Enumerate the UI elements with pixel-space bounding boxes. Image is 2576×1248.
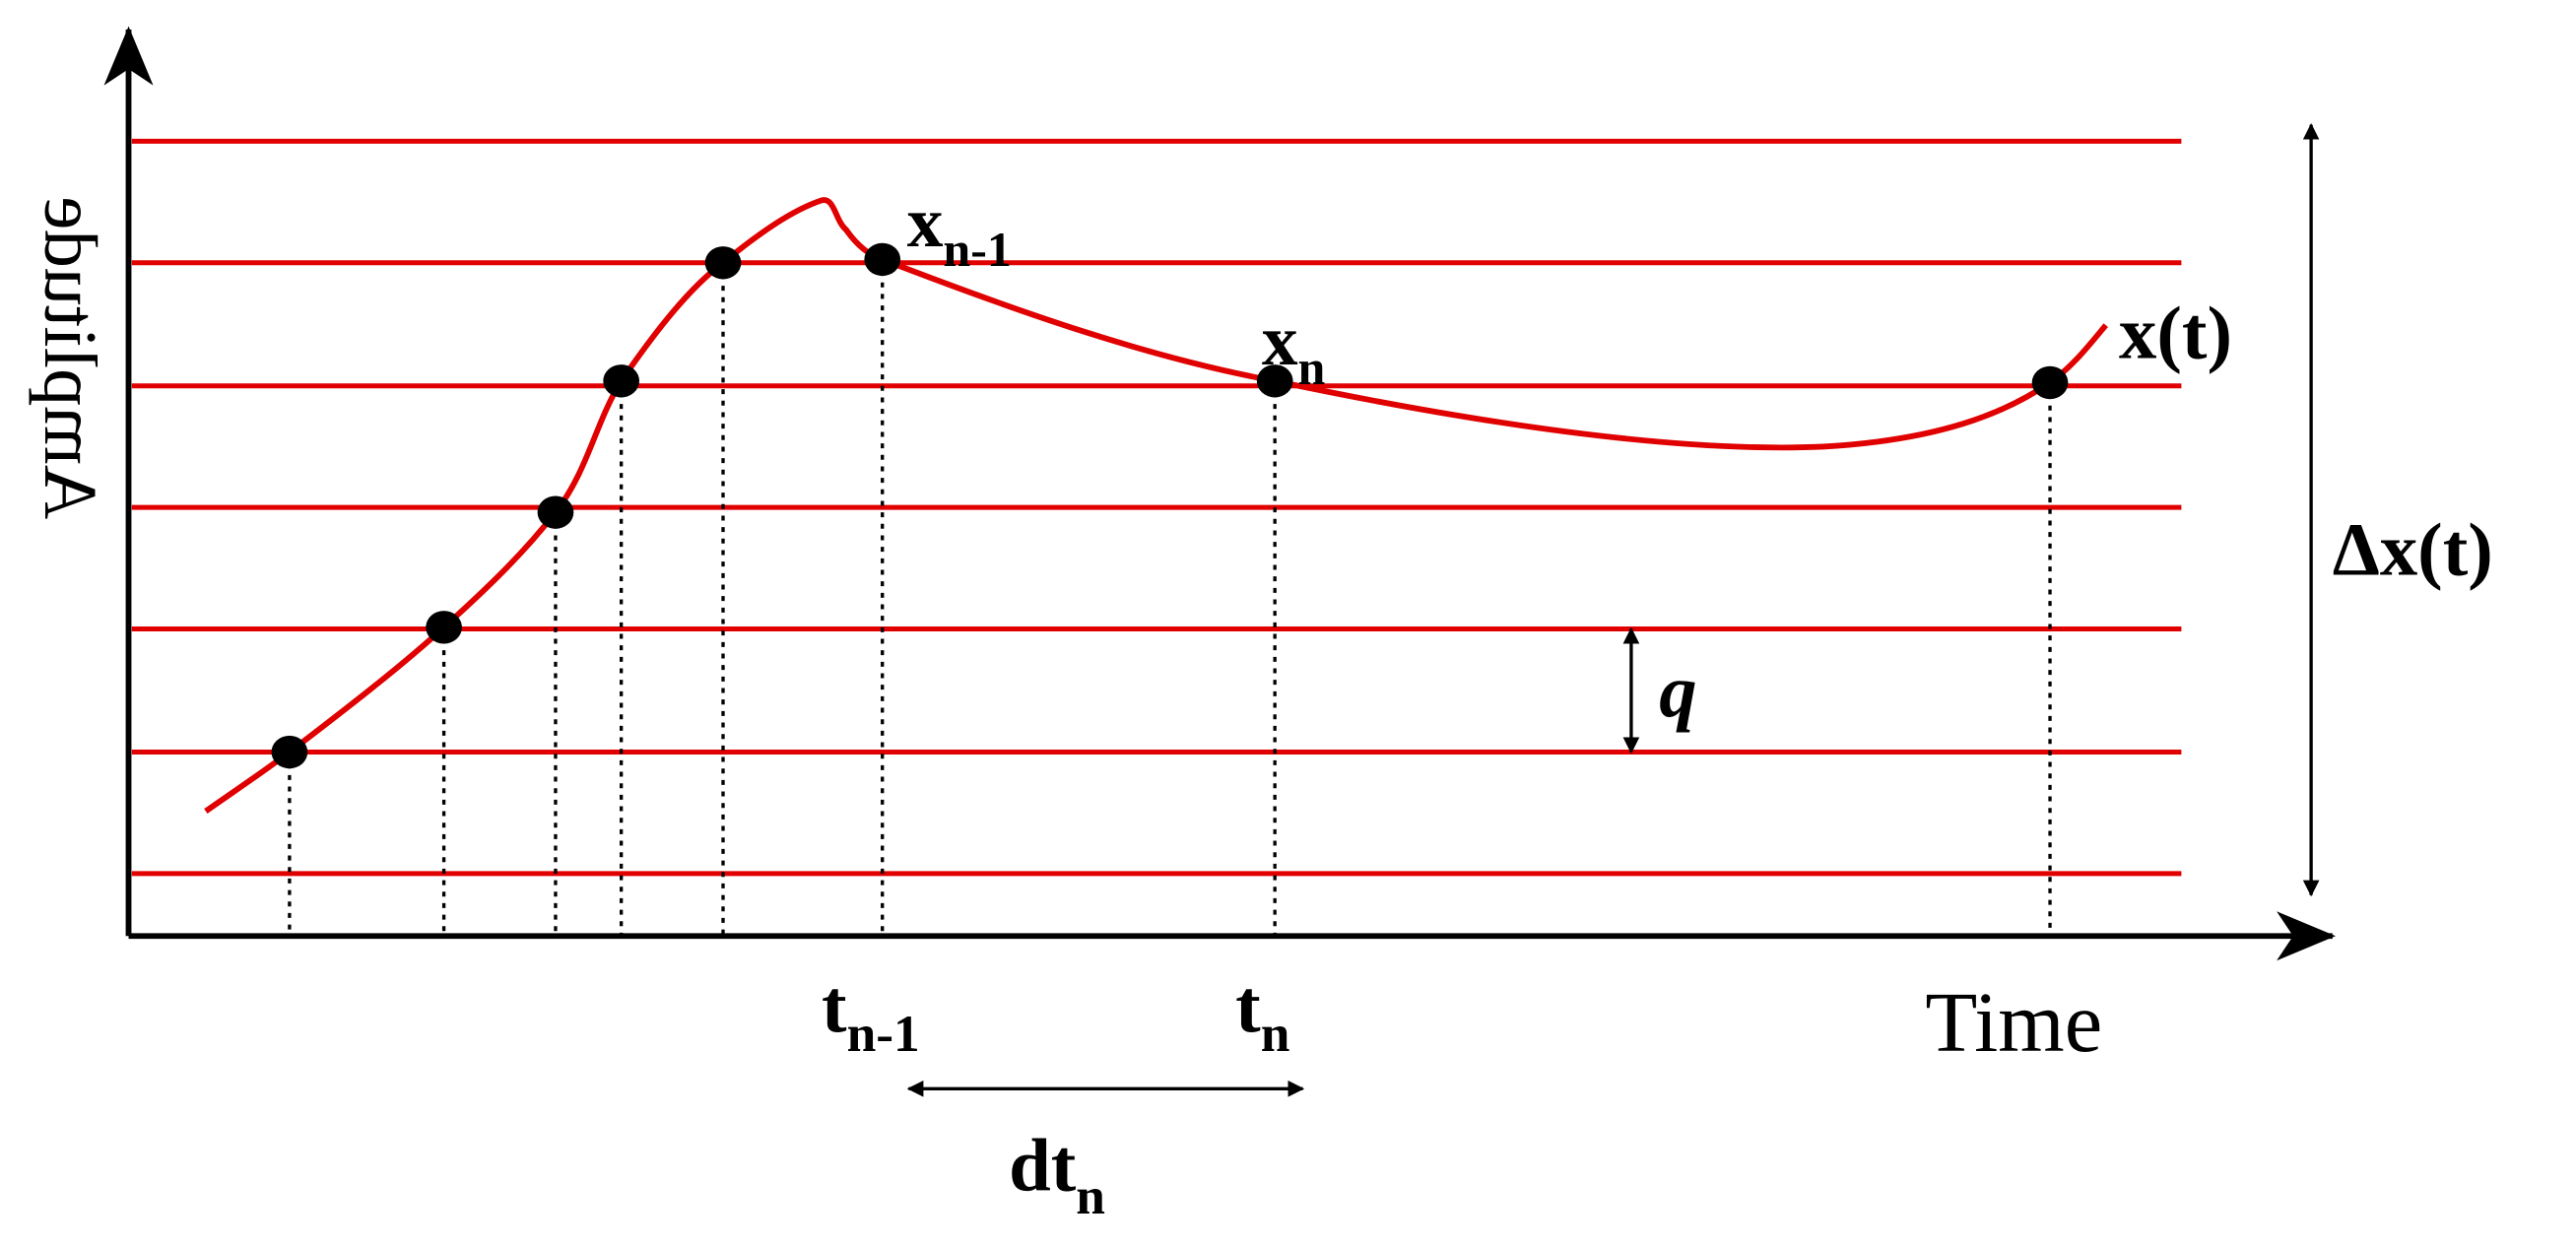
time-label: tn-1 bbox=[822, 964, 920, 1063]
interval-label: dtn bbox=[1009, 1124, 1105, 1225]
point-sub: n bbox=[1297, 340, 1325, 395]
step-label: q bbox=[1659, 649, 1696, 733]
time-label: tn bbox=[1235, 964, 1289, 1063]
time-sub: n-1 bbox=[847, 1004, 920, 1063]
point-base: x bbox=[1262, 300, 1298, 380]
point-sub: n-1 bbox=[943, 222, 1011, 277]
time-sub: n bbox=[1261, 1004, 1290, 1063]
signal-label: x(t) bbox=[2119, 291, 2232, 374]
drop-lines bbox=[288, 259, 2052, 937]
point-base: x bbox=[907, 182, 944, 262]
point-label: xn bbox=[1262, 300, 1326, 395]
point-label: xn-1 bbox=[907, 182, 1012, 277]
time-base: t bbox=[822, 964, 847, 1048]
samples bbox=[271, 242, 2069, 769]
y-axis-label: Amplitude bbox=[29, 196, 112, 519]
range-label: Δx(t) bbox=[2333, 507, 2493, 591]
time-base: t bbox=[1235, 964, 1261, 1048]
interval-base: dt bbox=[1009, 1124, 1077, 1208]
levels bbox=[131, 138, 2182, 877]
x-axis-label: Time bbox=[1925, 975, 2102, 1070]
interval-sub: n bbox=[1076, 1166, 1105, 1225]
